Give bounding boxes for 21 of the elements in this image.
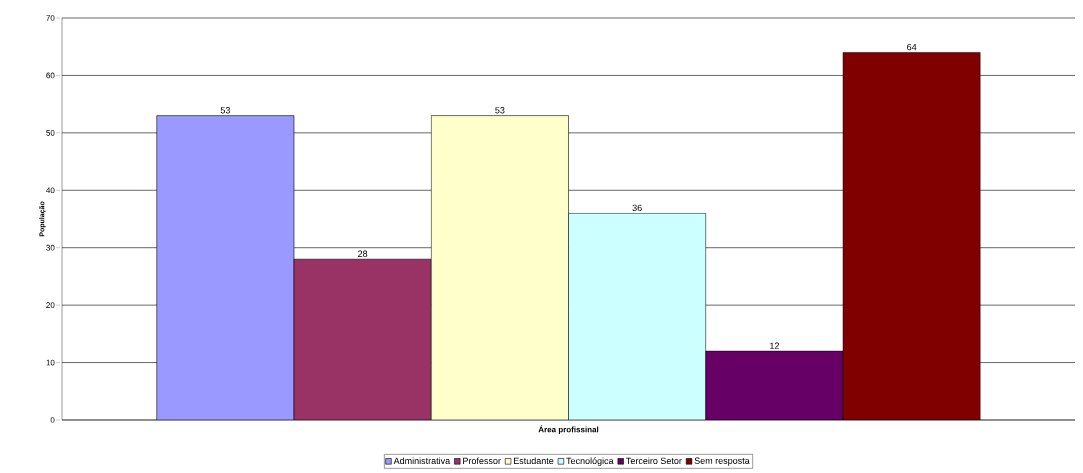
y-tick-label: 40 — [46, 187, 55, 194]
y-tick-label: 30 — [46, 244, 55, 251]
legend-label: Sem resposta — [694, 457, 750, 466]
legend-label: Estudante — [513, 457, 554, 465]
legend-label: Tecnológica — [566, 457, 614, 466]
data-label: 64 — [907, 43, 917, 51]
x-axis-title: Área profissinal — [538, 425, 599, 434]
legend-label: Administrativa — [393, 457, 451, 465]
y-tick-label: 60 — [46, 72, 55, 79]
data-label: 36 — [632, 204, 642, 212]
y-tick-label: 50 — [46, 130, 55, 136]
y-tick-label: 10 — [46, 359, 55, 366]
data-label: 53 — [220, 107, 230, 114]
data-label: 53 — [495, 107, 505, 114]
y-tick-label: 20 — [46, 302, 55, 308]
y-tick-label: 70 — [46, 15, 55, 21]
data-label: 28 — [358, 250, 368, 257]
y-tick-label: 0 — [50, 417, 55, 423]
data-label: 12 — [770, 342, 779, 349]
legend-label: Terceiro Setor — [626, 457, 682, 465]
legend-label: Professor — [463, 457, 501, 465]
